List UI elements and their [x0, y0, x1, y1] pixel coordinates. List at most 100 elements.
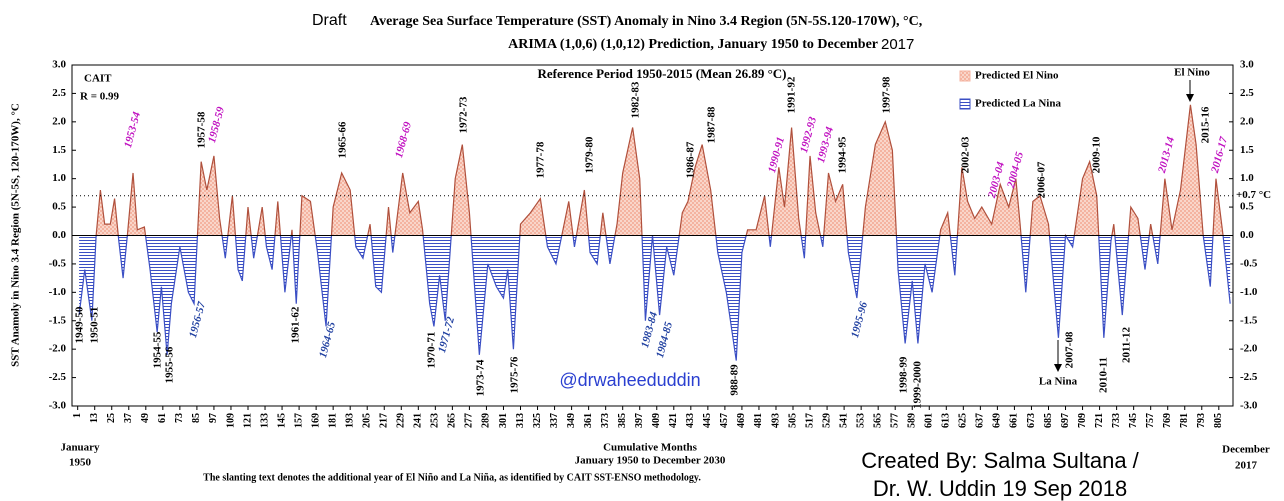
x-tick-label: 493 — [770, 413, 781, 428]
x-tick-label: 553 — [855, 413, 866, 428]
y2-tick-label: -1.0 — [1240, 286, 1258, 298]
event-label: 1953-54 — [122, 110, 143, 149]
x-tick-label: 745 — [1128, 413, 1139, 428]
y2-tick-label: -3.0 — [1240, 400, 1258, 412]
event-label: 1964-65 — [317, 320, 338, 359]
x-tick-label: 25 — [106, 413, 117, 423]
event-label: 1994-95 — [837, 136, 849, 173]
chart-title: Average Sea Surface Temperature (SST) An… — [370, 14, 922, 29]
event-label: 2013-14 — [1156, 135, 1177, 175]
event-label: 1956-57 — [187, 300, 208, 339]
x-tick-label: 241 — [413, 413, 424, 428]
x-tick-label: 613 — [941, 413, 952, 428]
x-tick-label: 85 — [191, 413, 202, 423]
y-tick-label: 2.5 — [52, 87, 66, 99]
event-label: 1992-93 — [798, 115, 819, 154]
event-label: 1993-94 — [815, 125, 836, 164]
event-label: 2004-05 — [1005, 150, 1026, 190]
event-label: 1986-87 — [685, 141, 697, 178]
x-start-label: 1950 — [69, 457, 92, 469]
threshold-label: +0.7 °C — [1236, 189, 1271, 201]
event-label: 1949-50 — [74, 306, 86, 343]
x-tick-label: 685 — [1043, 413, 1054, 428]
x-tick-label: 361 — [583, 413, 594, 428]
x-tick-label: 757 — [1145, 413, 1156, 428]
x-tick-label: 121 — [242, 413, 253, 428]
x-tick-label: 697 — [1060, 413, 1071, 428]
y-tick-label: 1.5 — [52, 144, 66, 156]
event-label: 1973-74 — [475, 359, 487, 396]
event-label: 1950-51 — [89, 307, 101, 344]
event-label: 1972-73 — [458, 96, 470, 133]
event-label: 1968-69 — [393, 120, 414, 159]
event-label: 988-89 — [729, 364, 741, 396]
y-tick-label: -2.0 — [49, 343, 67, 355]
x-axis-label: January 1950 to December 2030 — [575, 455, 726, 467]
x-tick-label: 469 — [736, 413, 747, 428]
event-label: 1998-99 — [898, 356, 910, 393]
x-end-label: December — [1222, 444, 1270, 456]
la-nina-area — [79, 235, 1231, 361]
plot-frame — [71, 64, 1234, 407]
x-tick-label: 37 — [123, 413, 134, 423]
y2-tick-label: 1.0 — [1240, 172, 1254, 184]
x-tick-label: 793 — [1196, 413, 1207, 428]
y2-tick-label: 0.5 — [1240, 201, 1254, 213]
x-tick-label: 601 — [924, 413, 935, 428]
y-tick-label: 0.5 — [52, 201, 66, 213]
y2-tick-label: 2.5 — [1240, 87, 1254, 99]
event-label: 1971-72 — [436, 315, 457, 354]
x-tick-label: 13 — [89, 413, 100, 423]
legend-label: Predicted El Nino — [975, 70, 1059, 82]
x-tick-label: 721 — [1094, 413, 1105, 428]
watermark: @drwaheeduddin — [559, 370, 700, 390]
x-tick-label: 661 — [1009, 413, 1020, 428]
anomaly-line — [78, 235, 1231, 361]
x-tick-label: 373 — [600, 413, 611, 428]
event-label: 1999-2000 — [912, 361, 924, 409]
x-tick-label: 229 — [396, 413, 407, 428]
event-label: 2009-10 — [1091, 136, 1103, 173]
y-axis-label: SST Anamoly in Nino 3.4 Region (5N-5S, 1… — [10, 103, 22, 367]
arrow-head — [1054, 364, 1062, 372]
x-tick-label: 61 — [157, 413, 168, 423]
y-tick-label: -0.5 — [49, 257, 67, 269]
event-label: 1997-98 — [881, 76, 893, 113]
chart-subtitle: ARIMA (1,0,6) (1,0,12) Prediction, Janua… — [508, 37, 878, 52]
y-tick-label: 2.0 — [52, 115, 66, 127]
x-tick-label: 397 — [634, 413, 645, 428]
x-tick-label: 445 — [702, 413, 713, 428]
event-label: 1982-83 — [630, 81, 642, 118]
x-tick-label: 577 — [889, 413, 900, 428]
x-tick-label: 673 — [1026, 413, 1037, 428]
x-tick-label: 337 — [549, 413, 560, 428]
x-tick-label: 205 — [362, 413, 373, 428]
x-axis-label: Cumulative Months — [603, 442, 698, 454]
x-tick-label: 709 — [1077, 413, 1088, 428]
x-tick-label: 169 — [310, 413, 321, 428]
event-label: 1955-56 — [164, 346, 176, 383]
legend-swatch — [959, 98, 971, 110]
y2-tick-label: 3.0 — [1240, 59, 1254, 71]
y-tick-label: -2.5 — [49, 371, 67, 383]
y-tick-label: -3.0 — [49, 400, 67, 412]
y2-tick-label: -1.5 — [1240, 314, 1258, 326]
x-tick-label: 217 — [379, 413, 390, 428]
x-tick-label: 565 — [872, 413, 883, 428]
event-label: 1958-59 — [206, 105, 227, 144]
x-tick-label: 505 — [787, 413, 798, 428]
el-nino-label: El Nino — [1174, 67, 1210, 79]
event-label: 2015-16 — [1200, 106, 1212, 143]
event-label: 1984-85 — [654, 320, 675, 359]
x-tick-label: 109 — [225, 413, 236, 428]
x-tick-label: 253 — [430, 413, 441, 428]
event-label: 2011-12 — [1121, 326, 1133, 363]
event-label: 2010-11 — [1098, 357, 1110, 393]
x-tick-label: 49 — [140, 413, 151, 423]
y2-tick-label: 1.5 — [1240, 144, 1254, 156]
event-label: 2016-17 — [1209, 135, 1230, 175]
x-tick-label: 277 — [464, 413, 475, 428]
x-tick-label: 481 — [753, 413, 764, 428]
x-tick-label: 133 — [259, 413, 270, 428]
event-label: 1987-88 — [706, 106, 718, 143]
